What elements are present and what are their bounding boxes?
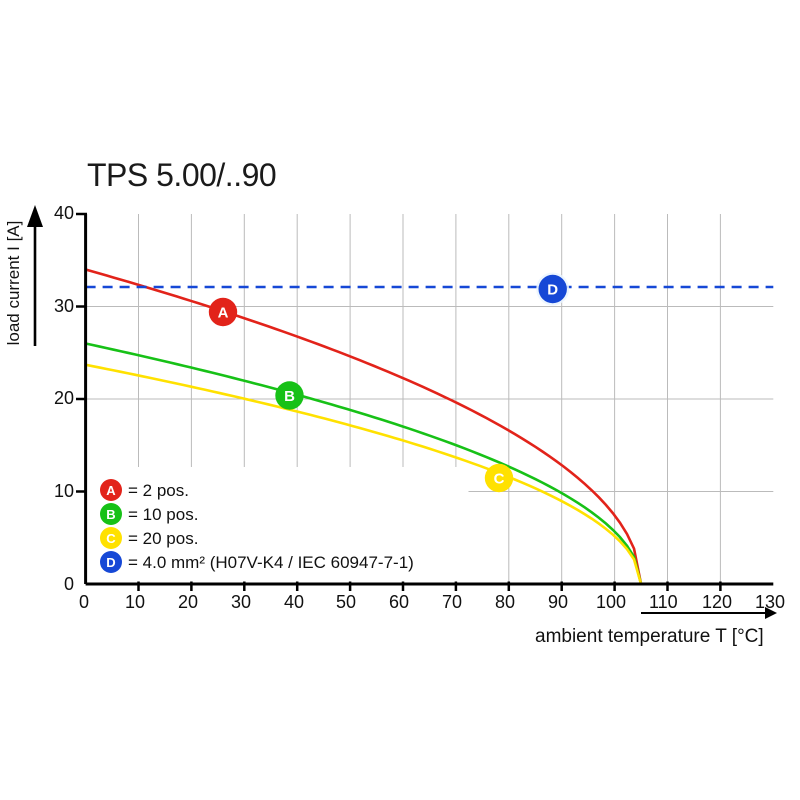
svg-text:C: C: [494, 471, 505, 488]
svg-text:A: A: [106, 483, 116, 498]
svg-text:D: D: [547, 282, 558, 299]
svg-text:C: C: [106, 531, 116, 546]
svg-text:B: B: [284, 388, 295, 405]
svg-text:B: B: [106, 507, 115, 522]
svg-text:D: D: [106, 555, 115, 570]
svg-text:A: A: [218, 305, 229, 322]
